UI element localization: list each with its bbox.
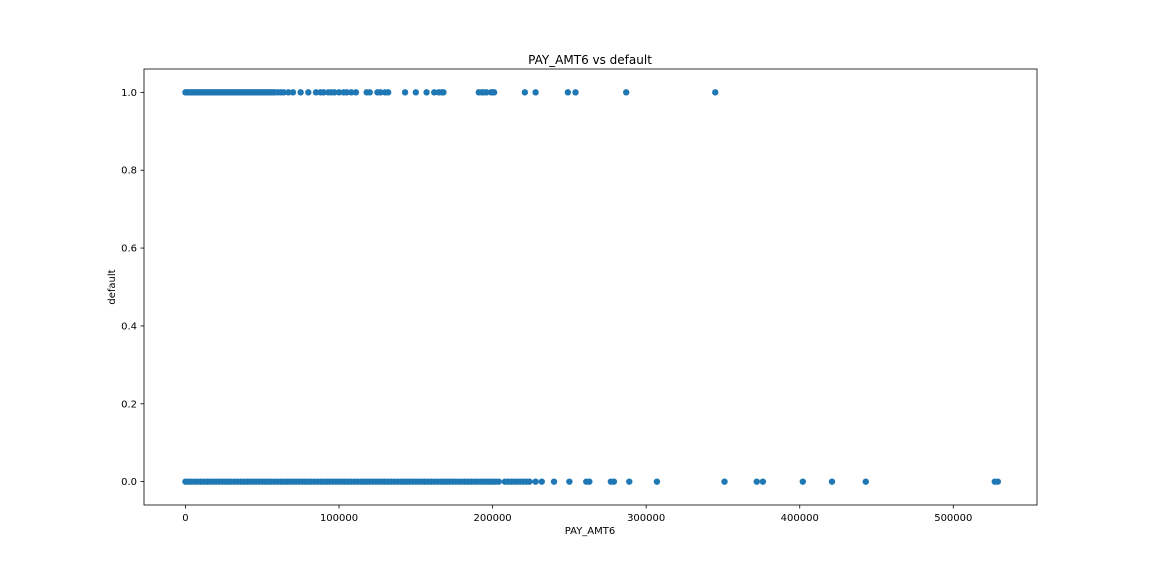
data-point bbox=[532, 478, 539, 485]
data-point bbox=[352, 89, 360, 96]
data-point bbox=[572, 89, 579, 96]
data-point bbox=[495, 478, 502, 485]
data-point bbox=[297, 89, 304, 96]
data-point bbox=[401, 89, 409, 96]
x-tick-label: 400000 bbox=[781, 513, 819, 524]
data-point bbox=[331, 89, 338, 96]
x-tick-label: 100000 bbox=[320, 513, 358, 524]
data-point bbox=[521, 89, 529, 96]
data-point bbox=[538, 478, 545, 485]
data-point bbox=[320, 89, 327, 96]
data-point bbox=[490, 89, 498, 96]
data-point bbox=[586, 478, 593, 485]
x-tick-label: 500000 bbox=[934, 513, 972, 524]
data-point bbox=[285, 89, 292, 96]
y-axis-ticks: 0.0 0.2 0.4 0.6 0.8 1.0 bbox=[121, 88, 144, 488]
data-point bbox=[289, 89, 297, 96]
y-tick-label: 0.8 bbox=[121, 166, 137, 177]
x-tick-label: 300000 bbox=[627, 513, 665, 524]
data-point bbox=[366, 89, 373, 96]
data-point bbox=[377, 89, 384, 96]
x-tick-label: 0 bbox=[182, 513, 188, 524]
data-point bbox=[759, 478, 767, 485]
data-point bbox=[566, 478, 573, 485]
data-point bbox=[312, 89, 320, 96]
data-point bbox=[532, 89, 539, 96]
data-point bbox=[610, 478, 618, 485]
x-axis-ticks: 0 100000 200000 300000 400000 500000 bbox=[182, 505, 972, 524]
data-point bbox=[564, 89, 572, 96]
data-point bbox=[343, 89, 350, 96]
data-point bbox=[623, 89, 630, 96]
x-axis-label: PAY_AMT6 bbox=[565, 526, 616, 537]
data-points bbox=[182, 89, 1002, 485]
data-point bbox=[384, 89, 392, 96]
data-point bbox=[423, 89, 430, 96]
data-point bbox=[440, 89, 447, 96]
data-point bbox=[862, 478, 869, 485]
data-point bbox=[626, 478, 633, 485]
y-tick-label: 0.2 bbox=[121, 399, 137, 410]
data-point bbox=[526, 478, 533, 485]
data-point bbox=[721, 478, 728, 485]
x-tick-label: 200000 bbox=[474, 513, 512, 524]
data-point bbox=[753, 478, 760, 485]
data-point bbox=[828, 478, 836, 485]
data-point bbox=[799, 478, 807, 485]
data-point bbox=[412, 89, 420, 96]
data-point bbox=[994, 478, 1002, 485]
data-point bbox=[653, 478, 661, 485]
y-tick-label: 0.0 bbox=[121, 477, 137, 488]
y-tick-label: 0.6 bbox=[121, 244, 137, 255]
y-tick-label: 1.0 bbox=[121, 88, 137, 99]
data-point bbox=[550, 478, 558, 485]
data-point bbox=[712, 89, 719, 96]
data-point bbox=[431, 89, 438, 96]
plot-area-frame bbox=[143, 68, 1038, 506]
data-point bbox=[280, 89, 287, 96]
data-point bbox=[483, 89, 490, 96]
y-tick-label: 0.4 bbox=[121, 321, 137, 332]
data-point bbox=[305, 89, 312, 96]
data-point bbox=[348, 89, 355, 96]
data-point bbox=[335, 89, 343, 96]
chart-title: PAY_AMT6 vs default bbox=[528, 53, 652, 67]
y-axis-label: default bbox=[107, 269, 118, 304]
